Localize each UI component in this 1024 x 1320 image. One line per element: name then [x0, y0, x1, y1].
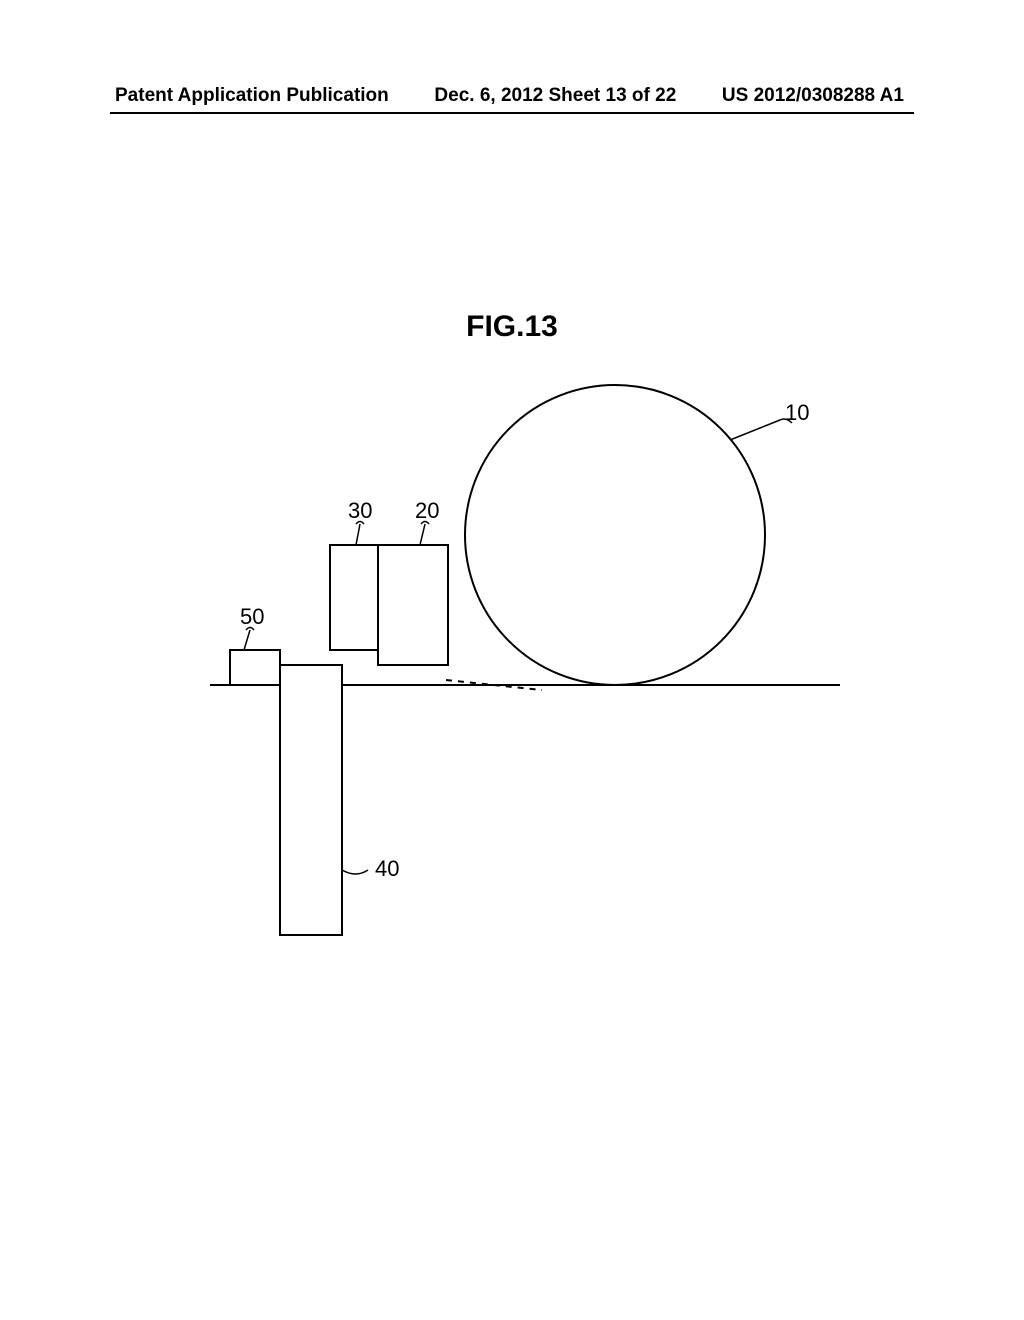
label-10: 10 [785, 400, 809, 426]
diagram-container: 10 20 30 40 50 [160, 370, 860, 890]
header-center: Dec. 6, 2012 Sheet 13 of 22 [434, 85, 676, 107]
header-left: Patent Application Publication [115, 85, 389, 107]
label-20: 20 [415, 498, 439, 524]
header-right: US 2012/0308288 A1 [722, 85, 904, 107]
patent-diagram [160, 370, 860, 970]
label-50: 50 [240, 604, 264, 630]
figure-title: FIG.13 [0, 310, 1024, 344]
header-divider [110, 112, 914, 114]
page-header: Patent Application Publication Dec. 6, 2… [0, 85, 1024, 107]
label-30: 30 [348, 498, 372, 524]
label-40: 40 [375, 856, 399, 882]
